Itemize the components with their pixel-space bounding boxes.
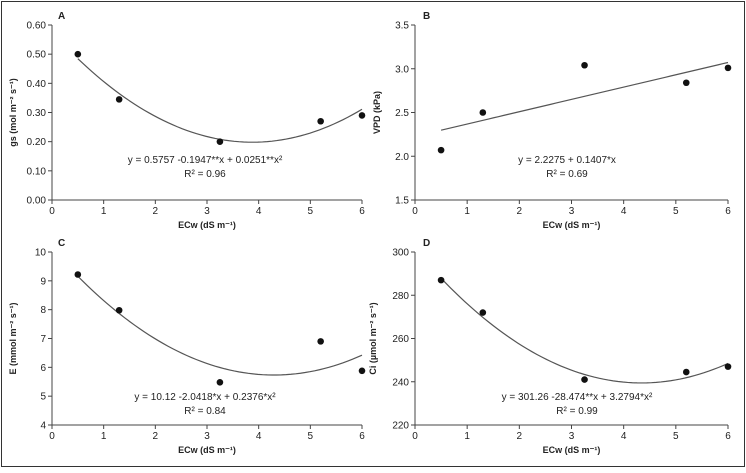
panel-a-x-tick-label: 2 bbox=[153, 206, 159, 217]
panel-a-x-tick-label: 6 bbox=[359, 206, 365, 217]
panel-c-data-point bbox=[317, 338, 324, 345]
panel-d-x-tick-label: 5 bbox=[673, 431, 679, 442]
panel-d-data-point bbox=[479, 309, 487, 316]
panel-c-data-point bbox=[358, 367, 366, 375]
panel-a-y-tick-label: 0.30 bbox=[27, 108, 47, 119]
panel-b-y-axis-label: VPD (kPa) bbox=[372, 91, 382, 134]
panel-a-y-axis-label: gs (mol m⁻² s⁻¹) bbox=[8, 78, 18, 147]
panel-b-y-tick-label: 2.0 bbox=[395, 152, 409, 163]
panel-d-data-point bbox=[581, 376, 588, 383]
panel-b-data-point bbox=[682, 79, 690, 87]
panel-a-y-tick-label: 0.40 bbox=[27, 79, 47, 90]
panel-d-x-tick-label: 2 bbox=[517, 431, 523, 442]
panel-c-data-point bbox=[115, 306, 123, 314]
panel-d-y-tick-label: 280 bbox=[392, 291, 409, 302]
panel-a-data-point bbox=[74, 50, 82, 58]
panel-d-y-tick-label: 300 bbox=[392, 248, 409, 259]
panel-a-data-point bbox=[358, 112, 366, 119]
panel-a-data-point bbox=[317, 117, 324, 125]
panel-d-r-squared: R² = 0.99 bbox=[556, 406, 598, 417]
panel-c-x-tick-label: 0 bbox=[49, 431, 55, 442]
panel-b-y-tick-label: 3.5 bbox=[395, 21, 409, 32]
panel-b-fit-line bbox=[440, 61, 729, 131]
panel-c-x-tick-label: 3 bbox=[204, 431, 210, 442]
panel-c-y-tick-label: 6 bbox=[40, 363, 46, 374]
panel-d-y-tick-label: 220 bbox=[392, 421, 409, 432]
panel-c-x-axis-label: ECw (dS m⁻¹) bbox=[178, 445, 236, 455]
panel-a-x-tick-label: 5 bbox=[308, 206, 314, 217]
panel-d-equation: y = 301.26 -28.474**x + 3.2794*x² bbox=[502, 392, 653, 403]
panel-c-y-tick-label: 9 bbox=[40, 276, 46, 287]
panel-b-y-tick-label: 2.5 bbox=[395, 108, 409, 119]
panel-d-x-tick-label: 4 bbox=[621, 431, 627, 442]
panel-c-y-tick-label: 5 bbox=[40, 392, 46, 403]
panel-b-x-tick-label: 0 bbox=[412, 206, 418, 217]
panel-c-fit-line bbox=[77, 275, 363, 376]
panel-a-equation: y = 0.5757 -0.1947**x + 0.0251**x² bbox=[128, 155, 283, 166]
panel-a-r-squared: R² = 0.96 bbox=[184, 169, 226, 180]
panel-b-data-point bbox=[724, 64, 732, 72]
panel-b-label: B bbox=[423, 11, 430, 22]
panel-a-label: A bbox=[58, 11, 65, 22]
panel-a-x-tick-label: 0 bbox=[49, 206, 55, 217]
panel-a-y-tick-label: 0.60 bbox=[27, 21, 47, 32]
panel-d-fit-line bbox=[440, 277, 729, 384]
panel-b-x-axis-label: ECw (dS m⁻¹) bbox=[543, 220, 601, 230]
panel-d-x-tick-label: 1 bbox=[464, 431, 470, 442]
panel-c-x-tick-label: 5 bbox=[308, 431, 314, 442]
panel-a-data-point bbox=[216, 138, 224, 145]
panel-b-x-tick-label: 5 bbox=[673, 206, 679, 217]
panel-d-x-axis-label: ECw (dS m⁻¹) bbox=[543, 445, 601, 455]
panel-b-x-tick-label: 4 bbox=[621, 206, 627, 217]
panel-b-y-tick-label: 3.0 bbox=[395, 64, 409, 75]
panel-b-x-tick-label: 6 bbox=[725, 206, 731, 217]
panel-c-x-tick-label: 6 bbox=[359, 431, 365, 442]
panel-a-x-tick-label: 3 bbox=[204, 206, 210, 217]
panel-d-y-axis-label: Ci (µmol m⁻² s⁻¹) bbox=[368, 302, 378, 374]
panel-c-y-tick-label: 8 bbox=[40, 305, 46, 316]
panel-a-x-tick-label: 1 bbox=[101, 206, 107, 217]
panel-b-x-tick-label: 2 bbox=[517, 206, 523, 217]
panel-d-x-tick-label: 0 bbox=[412, 431, 418, 442]
panel-c-y-tick-label: 7 bbox=[40, 334, 46, 345]
panel-a-y-tick-label: 0.20 bbox=[27, 137, 47, 148]
panel-d-y-tick-label: 240 bbox=[392, 377, 409, 388]
panel-b-data-point bbox=[479, 109, 487, 116]
panel-d-data-point bbox=[437, 276, 445, 284]
panel-a-x-tick-label: 4 bbox=[256, 206, 262, 217]
panel-a-x-axis-label: ECw (dS m⁻¹) bbox=[178, 220, 236, 230]
panel-c-equation: y = 10.12 -2.0418*x + 0.2376*x² bbox=[134, 392, 276, 403]
panel-b-x-tick-label: 3 bbox=[569, 206, 575, 217]
panel-c-x-tick-label: 1 bbox=[101, 431, 107, 442]
panel-a-data-point bbox=[115, 96, 123, 103]
panel-c-data-point bbox=[74, 271, 82, 278]
panel-b-x-tick-label: 1 bbox=[464, 206, 470, 217]
panel-c-x-tick-label: 4 bbox=[256, 431, 262, 442]
panel-b-r-squared: R² = 0.69 bbox=[546, 169, 588, 180]
panel-a-y-tick-label: 0.50 bbox=[27, 50, 47, 61]
panel-d-data-point bbox=[724, 363, 732, 370]
panel-c-r-squared: R² = 0.84 bbox=[184, 406, 226, 417]
panel-b-data-point bbox=[581, 61, 588, 69]
panel-b-data-point bbox=[437, 146, 445, 154]
panel-c-label: C bbox=[58, 238, 65, 249]
panel-c-data-point bbox=[216, 379, 224, 386]
panel-c-x-tick-label: 2 bbox=[153, 431, 159, 442]
panel-a-y-tick-label: 0.10 bbox=[27, 166, 47, 177]
panel-b-y-tick-label: 1.5 bbox=[395, 196, 409, 207]
panel-c-y-axis-label: E (mmol m⁻² s⁻¹) bbox=[8, 302, 18, 374]
panel-d-label: D bbox=[423, 238, 430, 249]
panel-d-y-tick-label: 260 bbox=[392, 334, 409, 345]
panel-d-x-tick-label: 3 bbox=[569, 431, 575, 442]
panel-b-equation: y = 2.2275 + 0.1407*x bbox=[518, 155, 616, 166]
panel-c-y-tick-label: 10 bbox=[35, 248, 47, 259]
panel-d-x-tick-label: 6 bbox=[725, 431, 731, 442]
panel-c-y-tick-label: 4 bbox=[40, 421, 46, 432]
panel-d-data-point bbox=[682, 368, 690, 376]
panel-a-y-tick-label: 0.00 bbox=[27, 196, 47, 207]
